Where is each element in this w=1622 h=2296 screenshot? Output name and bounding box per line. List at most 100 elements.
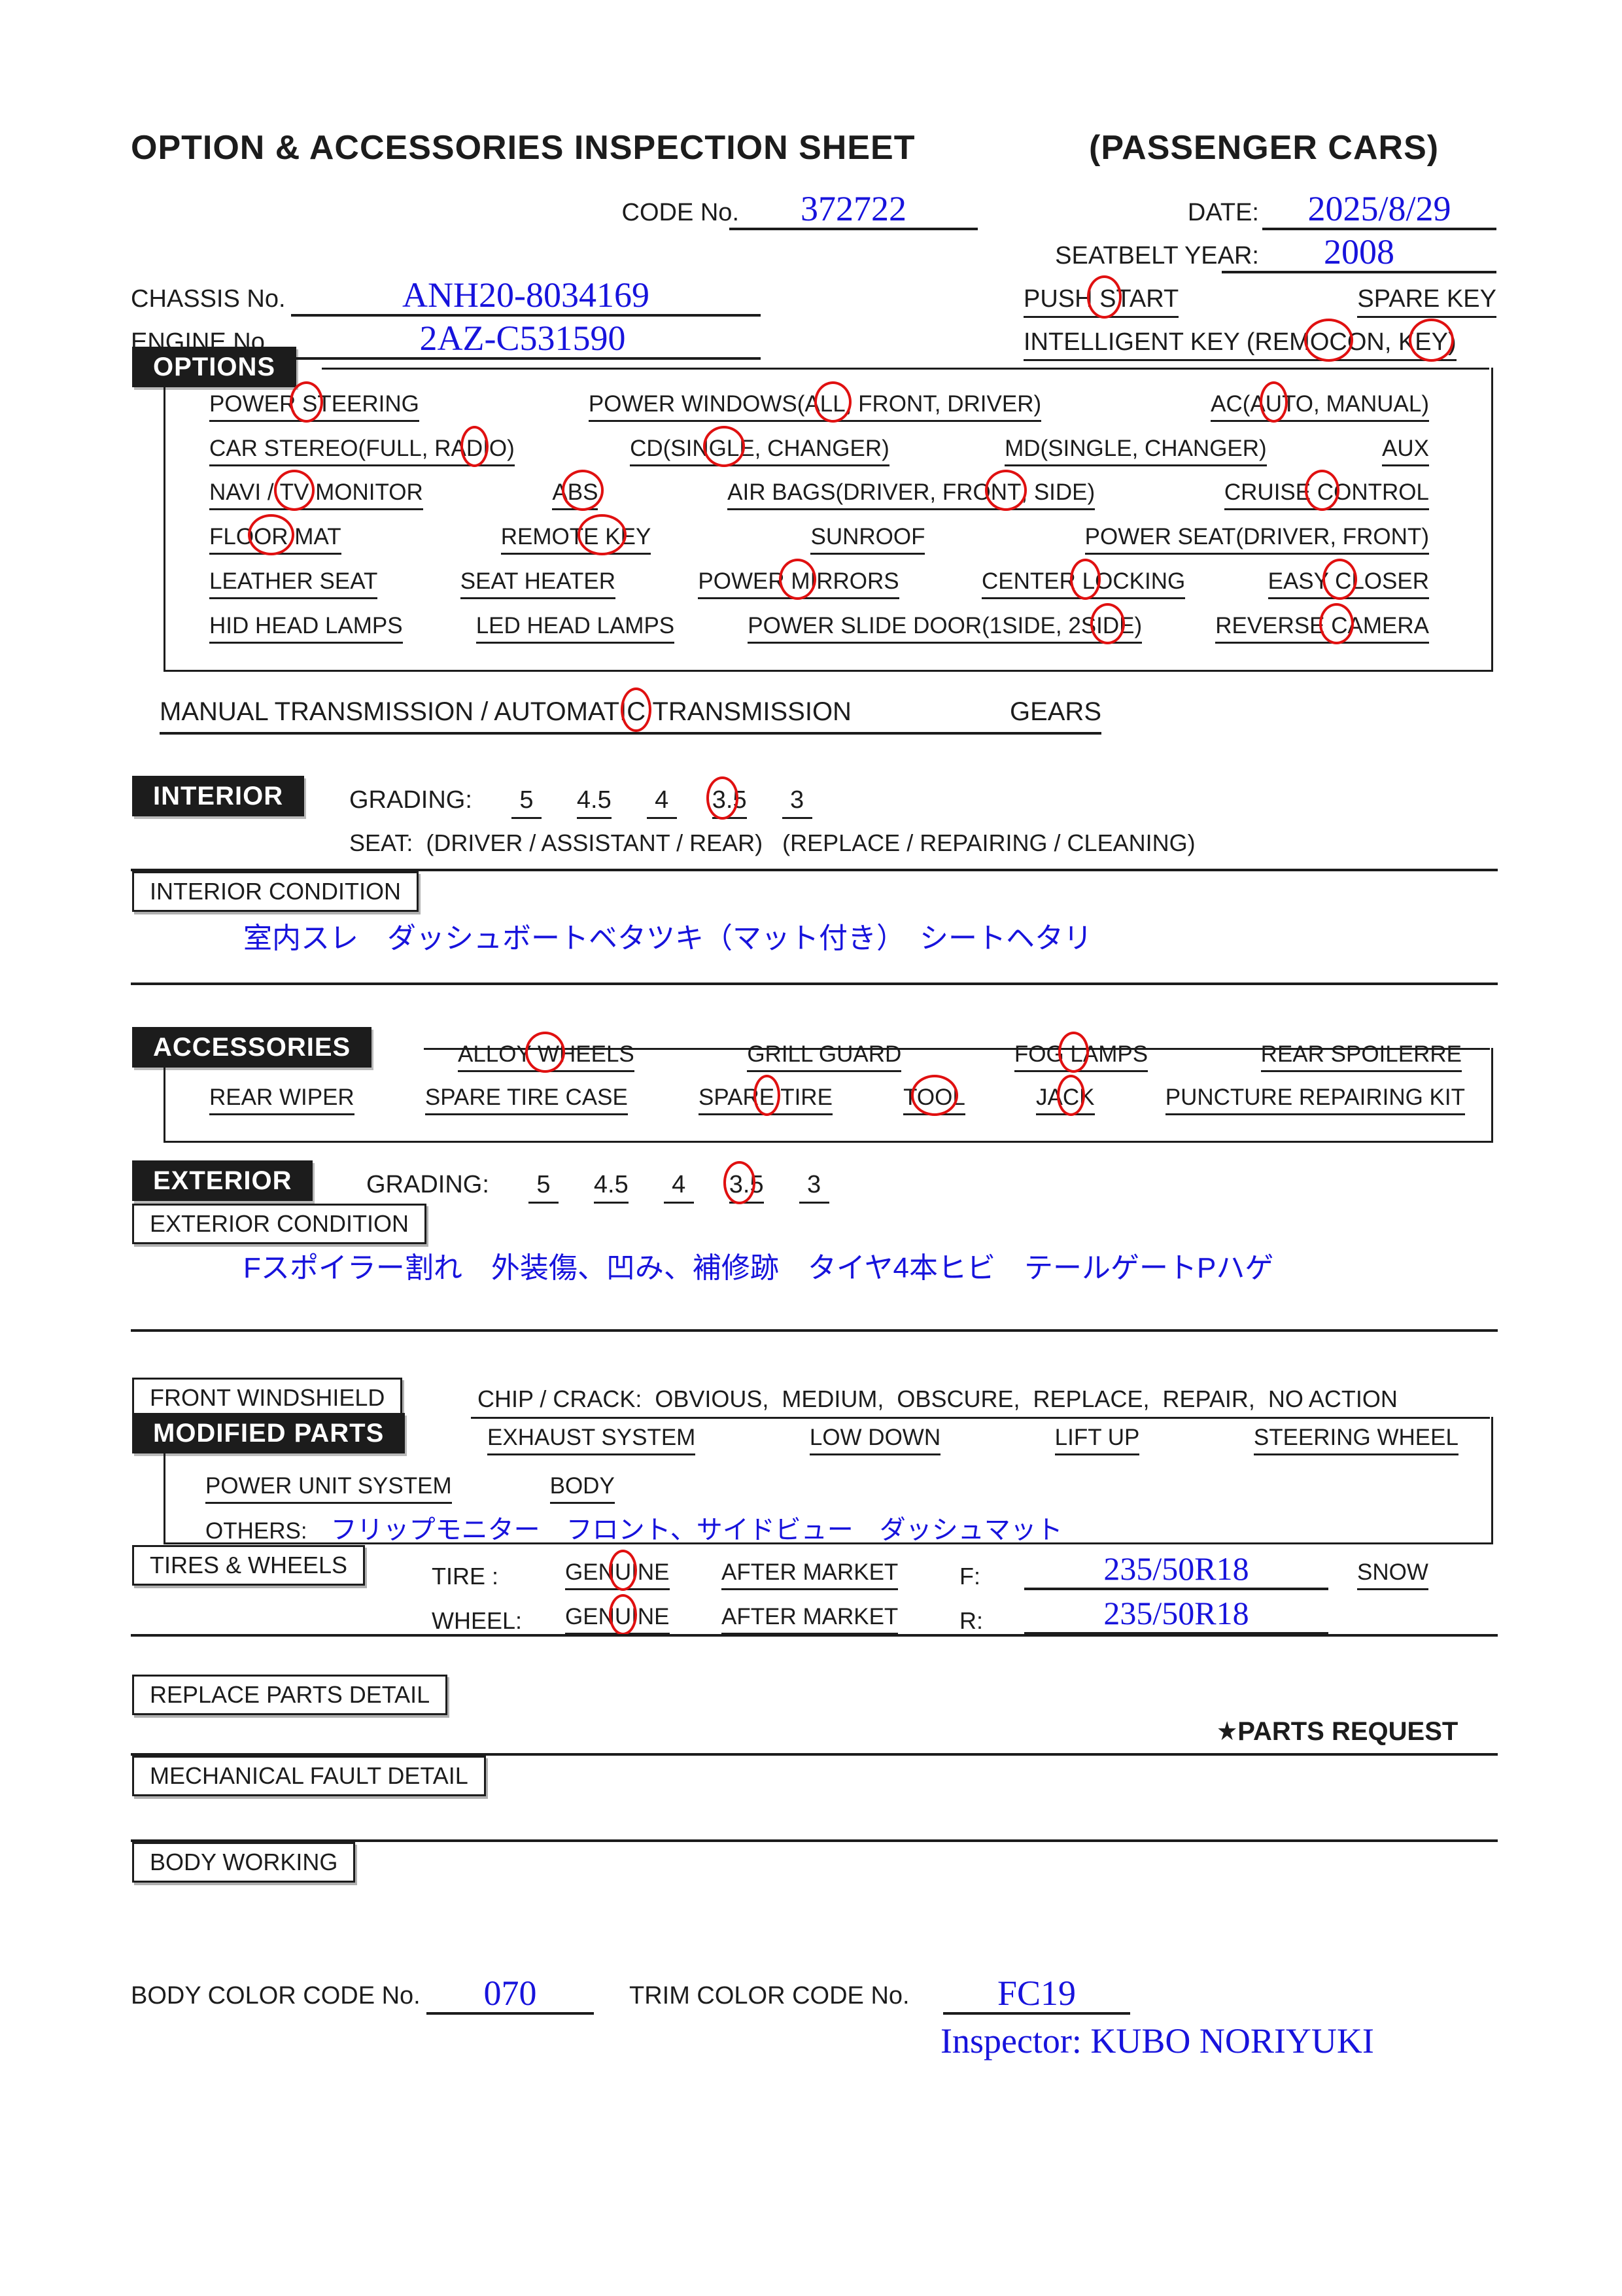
front-size-label: F: [959,1562,980,1590]
page-subtitle: (PASSENGER CARS) [1089,129,1440,167]
front-tire-size-field: 235/50R18 [1024,1552,1328,1590]
red-circle-mark: U [614,1559,632,1585]
modified-box-top-border [471,1417,1490,1419]
grade-value: 5 [528,1171,559,1204]
accessories-box [164,1048,1493,1143]
grade-value: 5 [511,786,542,819]
red-circle-mark: GL [708,436,740,461]
option-item: CRUISE CONTROL [1224,479,1429,510]
accessory-item: SPARE TIRE CASE [424,1085,628,1115]
divider-line [131,1839,1498,1842]
red-circle-mark: EY [1415,328,1448,356]
trim-color-code-field: FC19 [943,1960,1130,2015]
red-circle-mark: LL [820,391,846,417]
date-label: DATE: [1187,199,1259,226]
modified-item: POWER UNIT SYSTEM [205,1473,452,1504]
exterior-grades: 5 4.5 4 3.5 3 [528,1171,829,1204]
options-row: POWER STEERING POWER WINDOWS(ALL, FRONT, … [209,391,1429,422]
red-circle-mark: C [1324,613,1348,638]
wheel-genuine-option: GENUINE [565,1604,670,1635]
option-item: CD(SINGLE, CHANGER) [630,436,889,466]
modified-item: EXHAUST SYSTEM [487,1425,696,1455]
option-item: EASY CLOSER [1268,568,1429,599]
grade-value: 3 [782,786,812,819]
accessory-item: FOG LAMPS [1014,1041,1148,1072]
trim-color-code-value: FC19 [997,1974,1077,2013]
intelligent-key-option: INTELLIGENT KEY (REMOCON, KEY) [1024,328,1457,361]
accessory-item: REAR WIPER [209,1085,354,1115]
grade-value: 4.5 [576,786,612,819]
accessories-row: ALLOY WHEELS GRILL GUARD FOG LAMPS REAR SPO… [458,1041,1462,1072]
option-item: HID HEAD LAMPS [209,613,403,644]
interior-grades: 5 4.5 4 3.5 3 [511,786,812,819]
body-color-code-field: 070 [426,1960,594,2015]
exterior-section-label: EXTERIOR [132,1160,313,1201]
engine-no-field: 2AZ-C531590 [285,305,761,360]
others-label: OTHERS: [205,1518,307,1549]
grade-value: 4 [663,1171,694,1204]
front-tire-size-value: 235/50R18 [1103,1550,1249,1587]
code-no-field: 372722 [729,175,978,230]
red-circle-mark: U [614,1603,632,1629]
modified-item: LIFT UP [1054,1425,1140,1455]
red-circle-mark: ID [1096,613,1120,638]
grade-value: 3 [799,1171,829,1204]
modified-row: POWER UNIT SYSTEM BODY [205,1473,615,1504]
option-item: POWER MIRRORS [698,568,899,599]
red-circle-mark: E K [583,524,621,549]
option-item: CENTER LOCKING [982,568,1186,599]
modified-parts-section-label: MODIFIED PARTS [132,1413,406,1453]
front-windshield-label: FRONT WINDSHIELD [132,1378,403,1418]
others-row: OTHERS: フリップモニター フロント、サイドビュー ダッシュマット [205,1508,1063,1549]
grade-value: 3.5 [729,1171,764,1204]
red-circle-mark: NT [990,479,1022,505]
accessory-item: GRILL GUARD [747,1041,902,1072]
red-circle-mark: W [531,1041,559,1067]
accessory-item: JACK [1036,1085,1095,1115]
exterior-grading-row: GRADING: 5 4.5 4 3.5 3 [366,1171,829,1204]
chassis-no-field: ANH20-8034169 [291,262,761,317]
divider-line [131,983,1498,985]
red-circle-mark: C [1311,479,1334,505]
red-circle-mark: L [1063,1041,1083,1067]
interior-section-label: INTERIOR [132,776,305,816]
body-color-code-value: 070 [483,1974,537,2013]
options-section-label: OPTIONS [132,347,297,387]
grade-value: 4 [646,786,677,819]
option-item: AC(AUTO, MANUAL) [1211,391,1429,422]
grade-value: 3.5 [712,786,747,819]
transmission-line: MANUAL TRANSMISSION / AUTOMATIC TRANSMIS… [160,697,1101,735]
accessory-item: PUNCTURE REPAIRING KIT [1165,1085,1465,1115]
exterior-condition-note: Fスポイラー割れ 外装傷、凹み、補修跡 タイヤ4本ヒビ テールゲートPハゲ [243,1252,1274,1284]
red-circle-mark: L [1075,568,1096,594]
option-item: AUX [1382,436,1429,466]
option-item: POWER SEAT(DRIVER, FRONT) [1084,524,1429,555]
red-circle-mark: C [627,697,646,726]
exterior-condition-label: EXTERIOR CONDITION [132,1204,427,1244]
rear-size-label: R: [959,1607,983,1634]
date-value: 2025/8/29 [1307,189,1451,229]
accessory-item: SPARE TIRE [699,1085,833,1115]
red-circle-mark: BS [567,479,598,505]
gears-label: GEARS [1009,697,1101,726]
wheel-after-market-option: AFTER MARKET [721,1604,899,1635]
red-circle-mark: OO [916,1085,953,1110]
accessories-box-top-border [424,1048,1490,1050]
option-item: MD(SINGLE, CHANGER) [1005,436,1267,466]
wheel-label: WHEEL: [432,1607,523,1634]
options-row: NAVI / TV MONITOR ABS AIR BAGS(DRIVER, FRO… [209,479,1429,510]
date-field: 2025/8/29 [1262,175,1496,230]
red-circle-mark: S [296,391,318,417]
code-no-label: CODE No. [621,199,739,226]
modified-item: LOW DOWN [809,1425,941,1455]
interior-grading-label: GRADING: [349,786,472,814]
replace-parts-detail-label: REPLACE PARTS DETAIL [132,1675,448,1715]
modified-item: STEERING WHEEL [1253,1425,1458,1455]
red-circle-mark: M [784,568,810,594]
option-item: ABS [552,479,598,510]
red-circle-mark: OC [1309,328,1347,356]
others-note: フリップモニター フロント、サイドビュー ダッシュマット [330,1516,1063,1544]
push-start-option: PUSH START [1024,285,1179,318]
option-item: REMOTE KEY [500,524,651,555]
body-color-code-label: BODY COLOR CODE No. [131,1982,421,2009]
